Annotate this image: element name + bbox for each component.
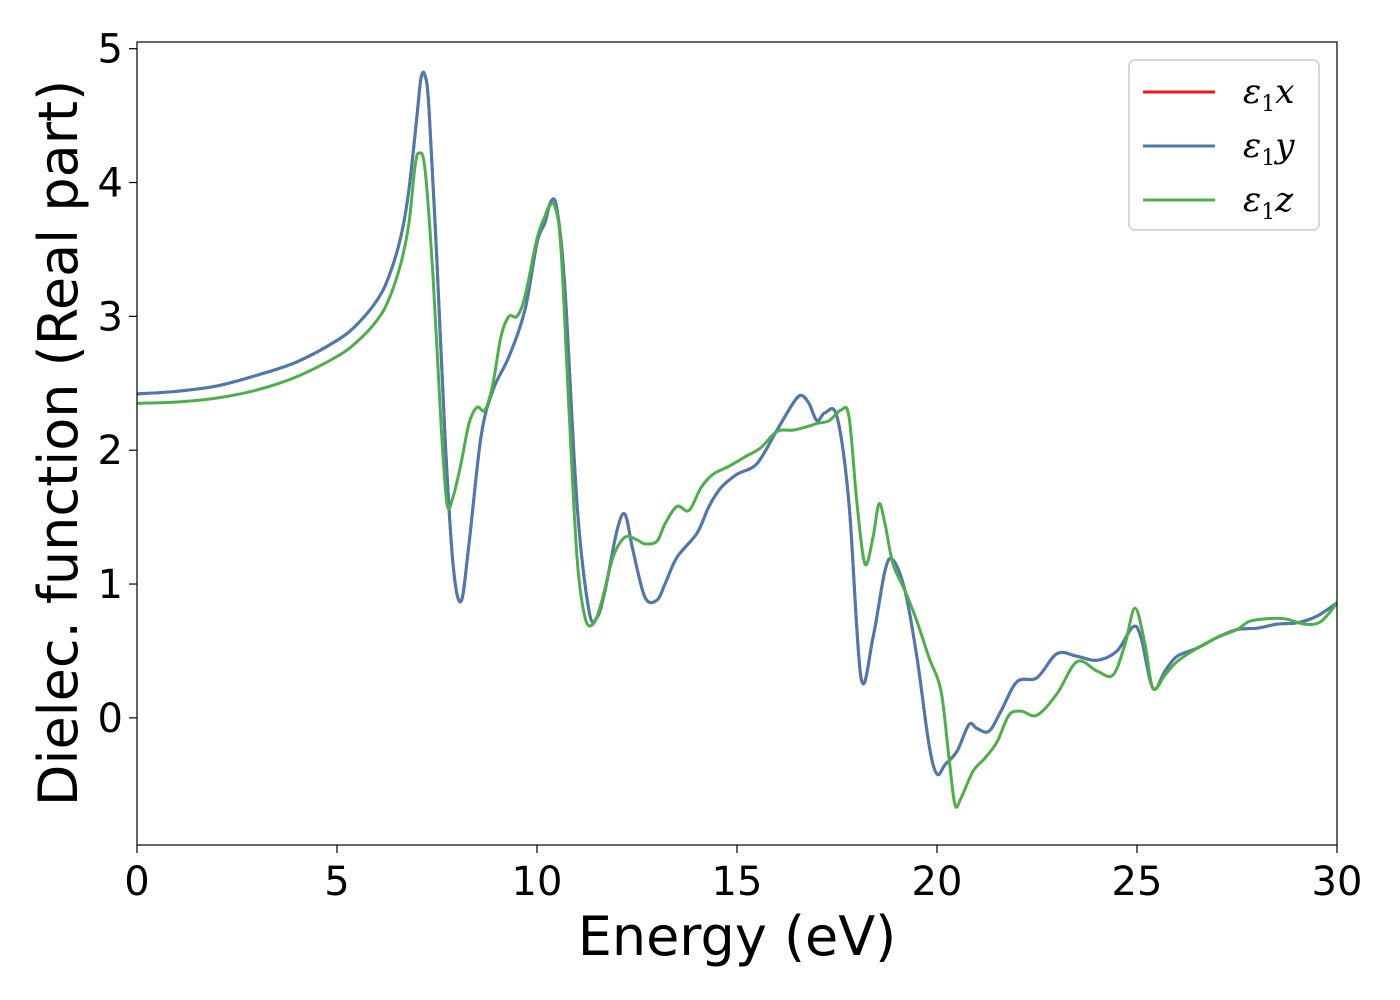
legend: ε1x ε1y ε1z [1128, 59, 1320, 231]
y-tick-label: 5 [98, 27, 123, 73]
x-tick-label: 15 [712, 859, 763, 905]
y-tick-label: 4 [98, 161, 123, 207]
x-tick-label: 0 [124, 859, 149, 905]
legend-label: ε1z [1243, 180, 1294, 225]
x-axis: 0 5 10 15 20 25 30 [124, 845, 1362, 905]
x-tick-label: 10 [512, 859, 563, 905]
y-axis-title: Dielec. function (Real part) [27, 80, 90, 806]
legend-label: ε1y [1243, 126, 1295, 171]
y-tick-label: 0 [98, 696, 123, 742]
x-tick-label: 25 [1112, 859, 1163, 905]
series-layer [137, 70, 1337, 809]
x-tick-label: 30 [1312, 859, 1363, 905]
y-tick-label: 3 [98, 294, 123, 340]
x-tick-label: 20 [912, 859, 963, 905]
y-tick-label: 2 [98, 428, 123, 474]
x-axis-title: Energy (eV) [578, 905, 897, 968]
legend-label: ε1x [1243, 72, 1294, 117]
legend-box [1128, 59, 1320, 231]
y-tick-label: 1 [98, 562, 123, 608]
x-tick-label: 5 [324, 859, 349, 905]
y-axis: 0 1 2 3 4 5 [98, 27, 137, 742]
series-line-z [137, 151, 1337, 809]
series-line-y [137, 70, 1337, 777]
